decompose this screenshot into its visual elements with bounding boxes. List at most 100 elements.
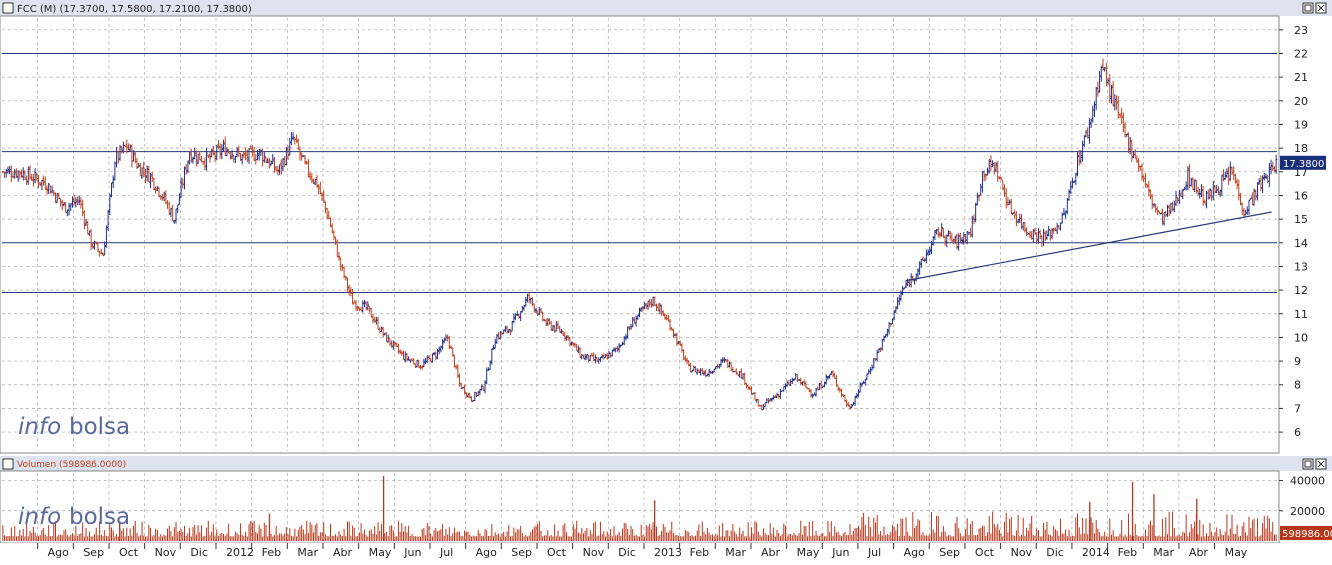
ohlc-bar xyxy=(32,174,35,187)
price-tick-label: 9 xyxy=(1294,355,1301,368)
ohlc-bar xyxy=(344,275,347,281)
ohlc-bar xyxy=(171,204,174,222)
volume-watermark: info bolsa xyxy=(18,504,130,530)
ohlc-bar xyxy=(1110,85,1113,104)
ohlc-bar xyxy=(675,332,679,346)
ohlc-bar xyxy=(575,343,578,352)
ohlc-bar xyxy=(1100,65,1103,82)
ohlc-bar xyxy=(1037,228,1040,244)
ohlc-bar xyxy=(193,147,196,160)
ohlc-bar xyxy=(1067,189,1071,201)
ohlc-bar xyxy=(517,314,521,319)
x-tick-label: May xyxy=(797,546,820,559)
ohlc-bar xyxy=(736,373,740,376)
ohlc-bar xyxy=(441,339,444,350)
ohlc-bar xyxy=(100,248,103,254)
ohlc-bar xyxy=(329,217,332,228)
ohlc-bar xyxy=(120,146,123,154)
ohlc-bar xyxy=(470,396,473,402)
ohlc-bar xyxy=(1261,175,1264,194)
ohlc-bar xyxy=(1154,203,1157,213)
price-panel-title: FCC (M) (17.3700, 17.5800, 17.2100, 17.3… xyxy=(17,4,252,15)
ohlc-bar xyxy=(147,165,151,183)
ohlc-bar xyxy=(388,338,392,347)
ohlc-bar xyxy=(612,347,616,352)
ohlc-bar xyxy=(848,404,852,410)
close-icon[interactable] xyxy=(1315,2,1327,14)
ohlc-bar xyxy=(47,182,50,195)
ohlc-bar xyxy=(933,230,937,240)
ohlc-bar xyxy=(268,157,271,169)
close-icon[interactable] xyxy=(1315,458,1327,470)
ohlc-bar xyxy=(437,346,441,355)
x-tick-label: Jul xyxy=(867,546,881,559)
ohlc-bar xyxy=(1115,95,1118,110)
ohlc-bar xyxy=(366,301,370,311)
ohlc-bar xyxy=(15,168,18,178)
ohlc-bar xyxy=(555,321,558,332)
price-tick-label: 11 xyxy=(1294,308,1308,321)
ohlc-bar xyxy=(8,165,11,174)
ohlc-bar xyxy=(519,311,522,322)
trendline xyxy=(905,211,1272,282)
ohlc-bar xyxy=(840,388,843,398)
ohlc-bar xyxy=(62,202,66,207)
ohlc-bar xyxy=(127,143,130,151)
ohlc-bar xyxy=(205,147,208,171)
ohlc-bar xyxy=(315,175,319,188)
ohlc-bar xyxy=(456,364,460,378)
ohlc-bar xyxy=(13,168,16,179)
ohlc-bar xyxy=(828,374,831,379)
ohlc-bar xyxy=(42,175,45,186)
ohlc-bar xyxy=(1174,190,1178,207)
ohlc-bar xyxy=(359,306,363,312)
ohlc-bar xyxy=(370,307,373,318)
ohlc-bar xyxy=(1054,227,1057,232)
price-tick-label: 14 xyxy=(1294,237,1308,250)
ohlc-bar xyxy=(516,310,519,317)
ohlc-bar xyxy=(550,321,553,331)
ohlc-bar xyxy=(1218,189,1222,197)
ohlc-bar xyxy=(324,201,327,214)
ohlc-bars xyxy=(1,58,1278,411)
ohlc-bar xyxy=(926,249,930,257)
ohlc-bar xyxy=(904,279,908,288)
ohlc-bar xyxy=(836,385,840,391)
ohlc-bar xyxy=(1134,149,1137,159)
ohlc-bar xyxy=(196,153,200,165)
ohlc-bar xyxy=(286,145,290,161)
ohlc-bar xyxy=(387,334,390,343)
x-tick-label: Sep xyxy=(83,546,104,559)
ohlc-bar xyxy=(154,186,157,194)
ohlc-bar xyxy=(49,185,52,194)
maximize-icon[interactable] xyxy=(1302,458,1314,470)
ohlc-bar xyxy=(72,194,76,206)
ohlc-bar xyxy=(928,246,932,255)
price-tick-label: 22 xyxy=(1294,47,1308,60)
price-tick-label: 6 xyxy=(1294,426,1301,439)
x-tick-label: Mar xyxy=(297,546,318,559)
ohlc-bar xyxy=(960,237,964,245)
ohlc-bar xyxy=(938,231,942,238)
ohlc-bar xyxy=(714,366,718,370)
ohlc-bar xyxy=(1230,166,1234,176)
ohlc-bar xyxy=(898,294,901,306)
ohlc-bar xyxy=(61,199,64,211)
ohlc-bar xyxy=(976,192,979,206)
ohlc-bar xyxy=(1257,178,1261,185)
ohlc-bar xyxy=(448,336,451,350)
watermark-info: info xyxy=(18,504,61,530)
ohlc-bar xyxy=(356,305,359,311)
ohlc-bar xyxy=(281,157,285,172)
ohlc-bar xyxy=(955,233,959,250)
ohlc-bar xyxy=(1101,58,1105,71)
panel-checkbox-icon[interactable] xyxy=(2,2,14,14)
ohlc-bar xyxy=(1128,137,1132,155)
ohlc-bar xyxy=(1235,178,1239,190)
ohlc-bar xyxy=(1089,118,1093,129)
ohlc-bar xyxy=(648,298,651,308)
ohlc-bar xyxy=(770,397,774,402)
panel-checkbox-icon[interactable] xyxy=(2,458,14,470)
ohlc-bar xyxy=(954,235,957,244)
maximize-icon[interactable] xyxy=(1302,2,1314,14)
